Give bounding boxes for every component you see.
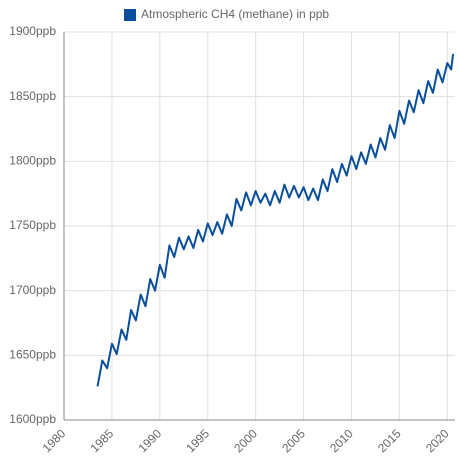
- x-tick-label: 2000: [231, 426, 260, 455]
- y-tick-label: 1800ppb: [9, 154, 56, 168]
- y-tick-label: 1600ppb: [9, 412, 56, 426]
- x-tick-label: 2010: [327, 426, 356, 455]
- y-tick-label: 1900ppb: [9, 24, 56, 38]
- legend-swatch: [124, 9, 136, 21]
- x-tick-label: 1980: [40, 426, 69, 455]
- x-tick-label: 1995: [183, 426, 212, 455]
- x-tick-label: 1990: [135, 426, 164, 455]
- x-tick-label: 2005: [279, 426, 308, 455]
- data-line: [96, 53, 455, 387]
- y-tick-label: 1850ppb: [9, 89, 56, 103]
- legend-label: Atmospheric CH4 (methane) in ppb: [141, 7, 329, 21]
- x-tick-label: 2020: [423, 426, 452, 455]
- x-tick-label: 2015: [375, 426, 404, 455]
- y-tick-label: 1650ppb: [9, 348, 56, 362]
- x-tick-label: 1985: [87, 426, 116, 455]
- y-tick-label: 1700ppb: [9, 283, 56, 297]
- y-tick-label: 1750ppb: [9, 218, 56, 232]
